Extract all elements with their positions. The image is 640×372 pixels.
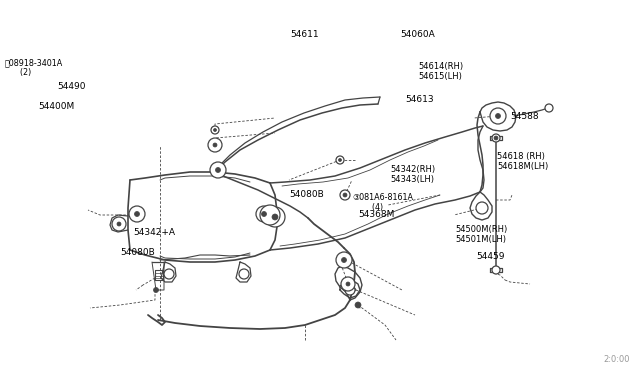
- Text: 54080B: 54080B: [120, 248, 155, 257]
- Circle shape: [336, 252, 352, 268]
- Circle shape: [340, 190, 350, 200]
- Text: 2:0:00: 2:0:00: [604, 355, 630, 364]
- Circle shape: [495, 113, 500, 119]
- Circle shape: [112, 217, 126, 231]
- Text: 54588: 54588: [510, 112, 539, 121]
- Circle shape: [494, 136, 498, 140]
- Circle shape: [545, 104, 553, 112]
- Circle shape: [214, 128, 216, 131]
- Text: 54342(RH)
54343(LH): 54342(RH) 54343(LH): [390, 165, 435, 185]
- Circle shape: [342, 257, 346, 263]
- Circle shape: [164, 269, 174, 279]
- Circle shape: [211, 126, 219, 134]
- Circle shape: [210, 162, 226, 178]
- Text: 54611: 54611: [291, 30, 319, 39]
- Circle shape: [154, 288, 159, 292]
- Circle shape: [208, 138, 222, 152]
- Circle shape: [134, 212, 140, 217]
- Text: 54614(RH)
54615(LH): 54614(RH) 54615(LH): [418, 62, 463, 81]
- Text: 54400M: 54400M: [38, 102, 74, 111]
- Circle shape: [341, 277, 355, 291]
- Circle shape: [216, 167, 221, 173]
- Circle shape: [262, 212, 266, 217]
- Circle shape: [492, 266, 500, 274]
- Text: 54080B: 54080B: [289, 190, 324, 199]
- Circle shape: [490, 108, 506, 124]
- Circle shape: [213, 143, 217, 147]
- Circle shape: [117, 222, 121, 226]
- Circle shape: [272, 214, 278, 220]
- Circle shape: [129, 206, 145, 222]
- Circle shape: [476, 202, 488, 214]
- Text: Ⓝ08918-3401A
      (2): Ⓝ08918-3401A (2): [5, 58, 63, 77]
- Circle shape: [265, 207, 285, 227]
- Text: 54459: 54459: [476, 252, 504, 261]
- Text: ③081A6-8161A
        (4): ③081A6-8161A (4): [352, 193, 413, 212]
- Circle shape: [256, 206, 272, 222]
- Circle shape: [355, 302, 361, 308]
- Circle shape: [492, 134, 500, 142]
- Text: 54500M(RH)
54501M(LH): 54500M(RH) 54501M(LH): [455, 225, 508, 244]
- Text: 54618 (RH)
54618M(LH): 54618 (RH) 54618M(LH): [497, 152, 548, 171]
- Text: 54368M: 54368M: [358, 210, 394, 219]
- Text: 54490: 54490: [57, 82, 86, 91]
- Circle shape: [345, 285, 355, 295]
- Circle shape: [336, 156, 344, 164]
- Text: 54613: 54613: [405, 95, 434, 104]
- Text: 54060A: 54060A: [400, 30, 435, 39]
- Circle shape: [343, 193, 347, 197]
- Text: 54342+A: 54342+A: [133, 228, 175, 237]
- Circle shape: [346, 282, 350, 286]
- Circle shape: [239, 269, 249, 279]
- Circle shape: [260, 205, 280, 225]
- Circle shape: [339, 158, 342, 161]
